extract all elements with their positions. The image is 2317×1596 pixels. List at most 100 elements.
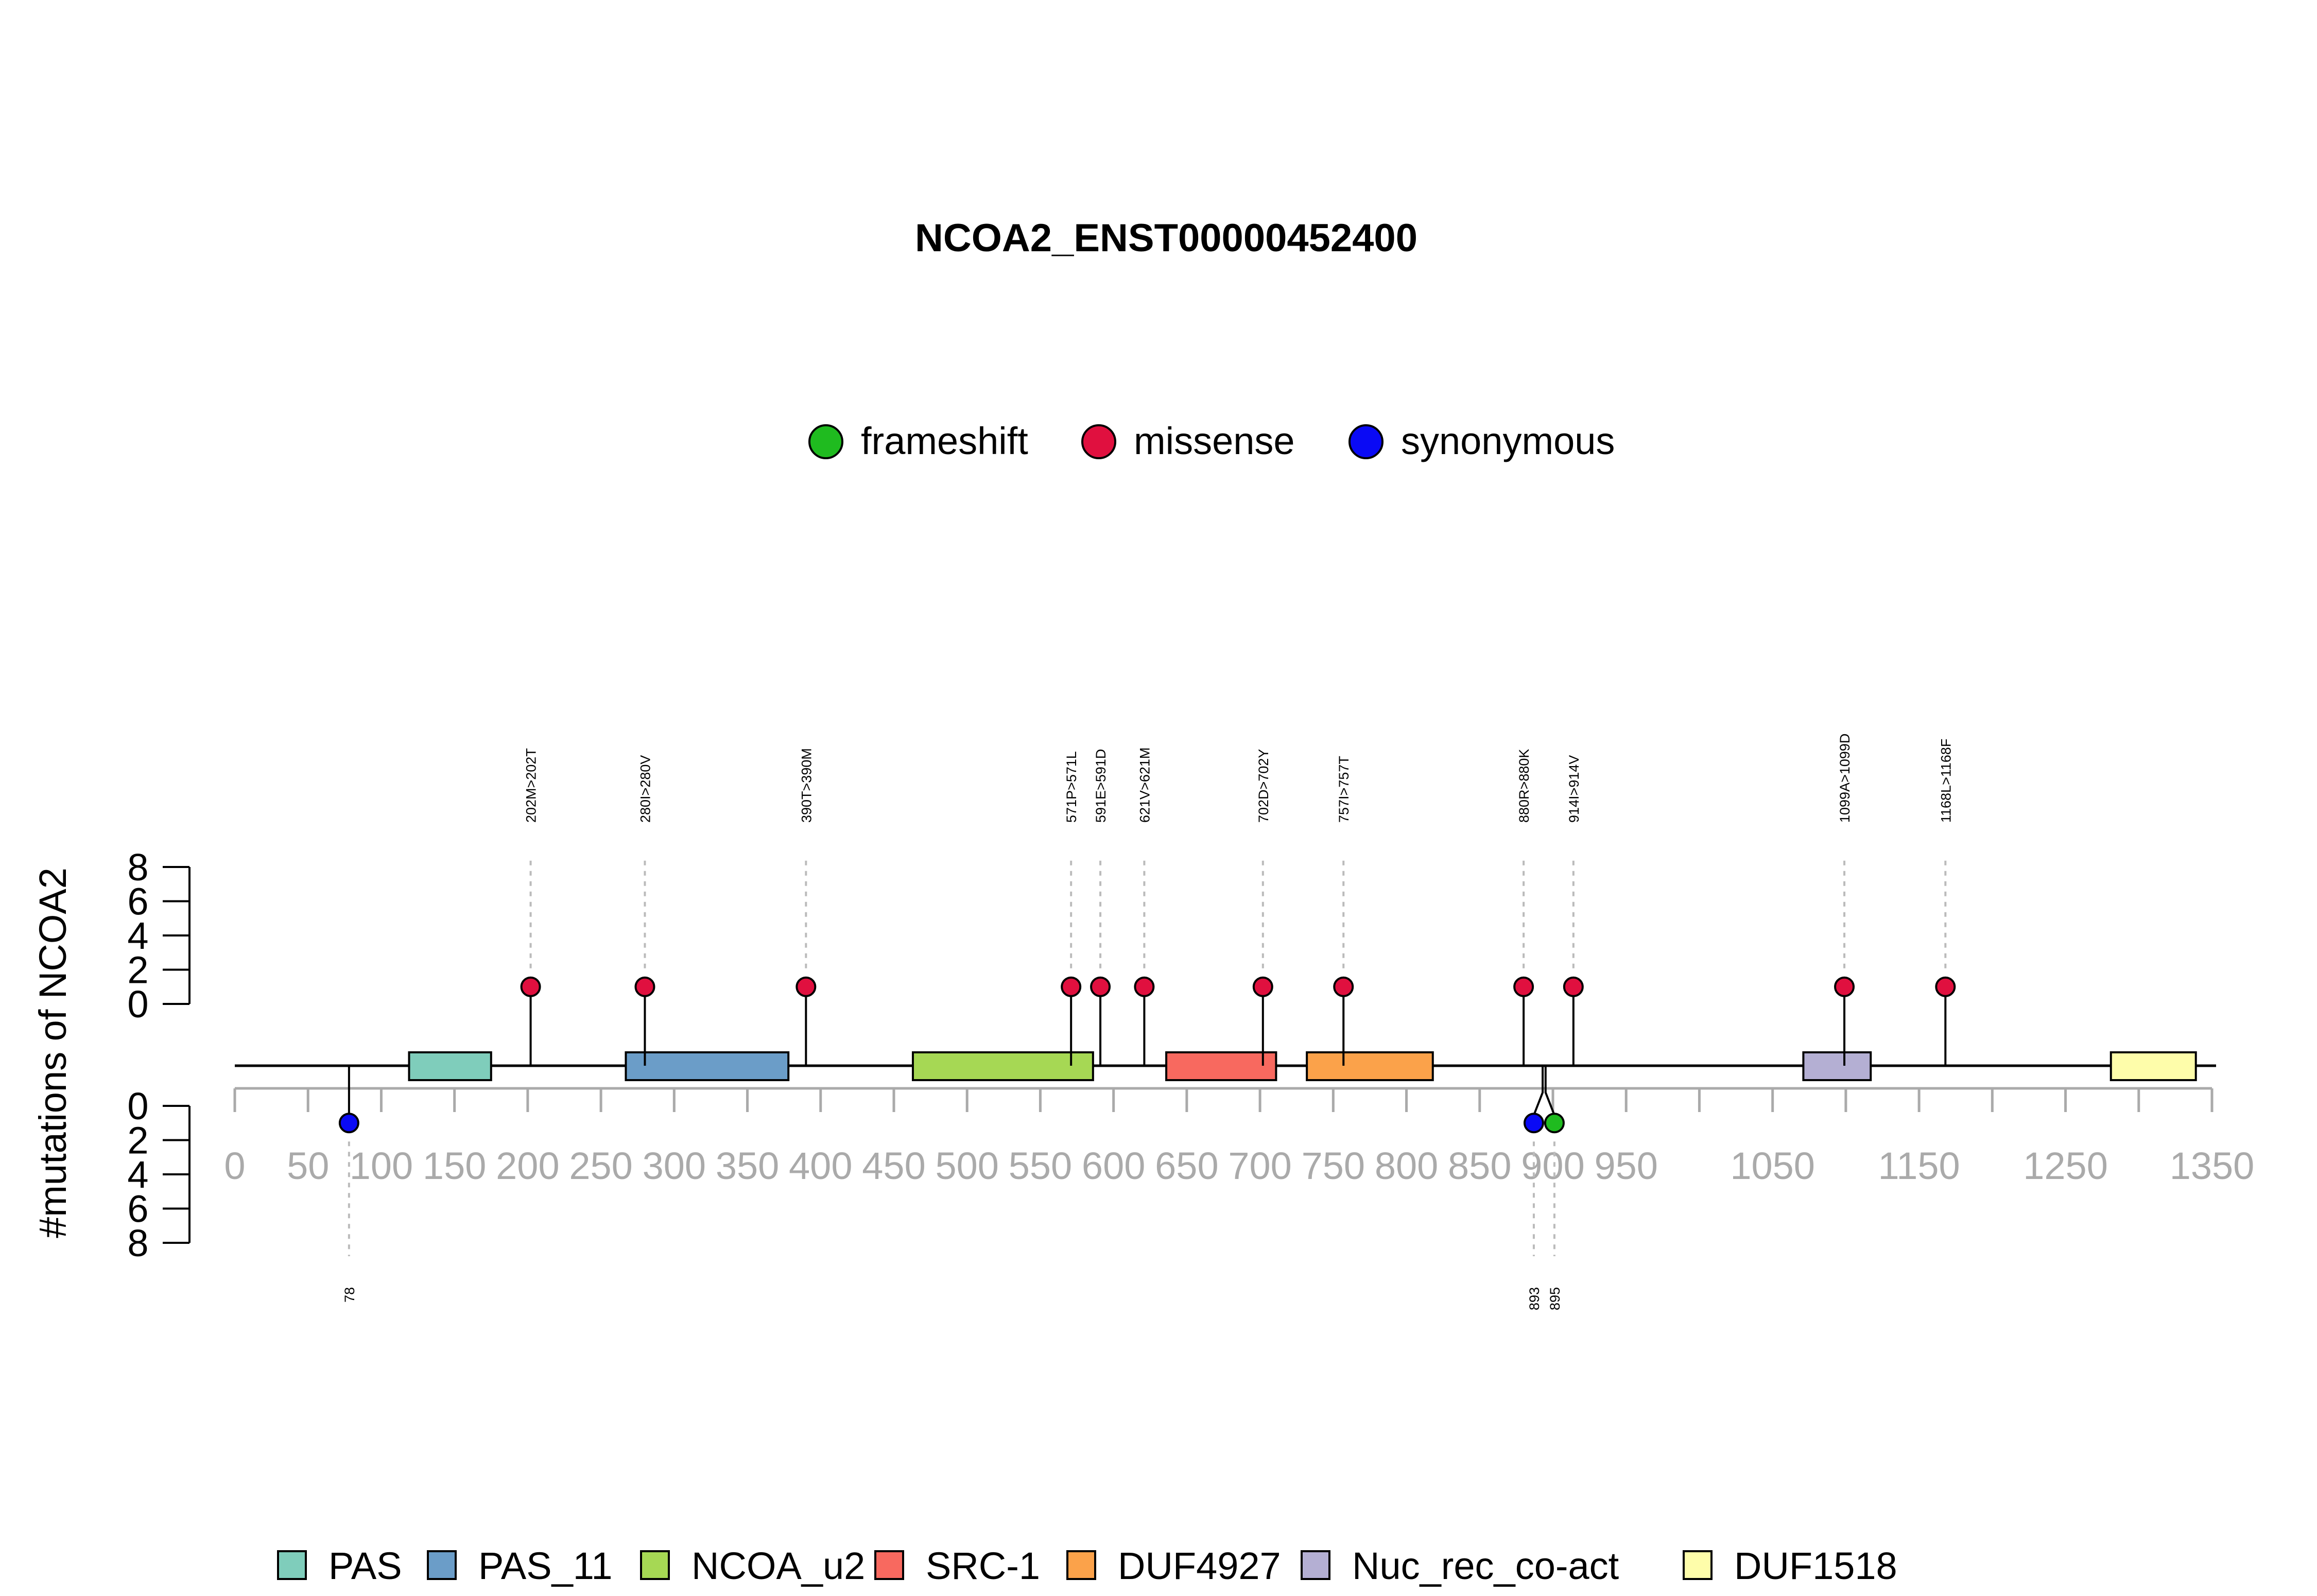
above-heads: 202M>202T 280I>280V 390T>390M 571P>571L 591E… <box>520 734 1956 997</box>
x-axis-tick-label: 1150 <box>1878 1144 1960 1187</box>
mutation-point <box>1090 976 1111 997</box>
x-axis-tick-label: 300 <box>643 1144 706 1187</box>
domain-legend-label: DUF4927 <box>1118 1545 1281 1587</box>
x-axis-tick-label: 450 <box>862 1144 925 1187</box>
x-axis-tick-label: 350 <box>716 1144 779 1187</box>
mutation-label: 571P>571L <box>1064 751 1079 823</box>
domain-pas <box>408 1051 492 1081</box>
mutation-point <box>634 976 655 997</box>
domain-legend-item: PAS_11 <box>427 1545 613 1587</box>
domain-legend-label: DUF1518 <box>1734 1545 1897 1587</box>
legend-marker-frameshift <box>808 424 843 459</box>
y-top-axis-tick-label: 0 <box>127 983 148 1026</box>
mutation-label: 880R>880K <box>1516 749 1532 823</box>
domain-pas-11 <box>625 1051 790 1081</box>
x-axis-tick-label: 200 <box>496 1144 559 1187</box>
mutation-label: 757I>757T <box>1336 756 1352 823</box>
x-axis-tick-label: 1050 <box>1730 1144 1815 1187</box>
domain-ncoa-u2 <box>911 1051 1094 1081</box>
domain-legend-swatch <box>1066 1550 1096 1580</box>
legend-item-synonymous: synonymous <box>1348 420 1615 462</box>
domain-legend-label: Nuc_rec_co-act <box>1352 1545 1619 1587</box>
mutation-point <box>796 976 817 997</box>
domain-legend-label: NCOA_u2 <box>691 1545 865 1587</box>
mutation-point <box>1061 976 1082 997</box>
domain-legend-item: Nuc_rec_co-act <box>1301 1545 1619 1587</box>
domain-legend-swatch <box>1683 1550 1713 1580</box>
mutation-point <box>1134 976 1155 997</box>
chart-title: NCOA2_ENST00000452400 <box>915 216 1417 260</box>
mutation-label: 390T>390M <box>799 748 814 823</box>
domain-legend-item: DUF1518 <box>1683 1545 1897 1587</box>
mutation-label: 1099A>1099D <box>1837 734 1853 823</box>
mutations-above: 202M>202T 280I>280V 390T>390M 571P>571L 591E… <box>520 734 1956 1066</box>
mutation-point <box>1513 976 1534 997</box>
mutation-point <box>1563 976 1584 997</box>
domain-legend-label: SRC-1 <box>926 1545 1040 1587</box>
domain-legend: PAS PAS_11 NCOA_u2 SRC-1 DUF4927 Nuc_rec_co-a… <box>277 1545 1897 1587</box>
x-axis-tick-label: 0 <box>224 1144 245 1187</box>
mutation-label: 702D>702Y <box>1256 749 1271 823</box>
mutation-label: 78 <box>342 1287 357 1303</box>
mutation-point <box>1544 1113 1565 1134</box>
legend-label-frameshift: frameshift <box>861 420 1028 462</box>
x-axis-tick-label: 50 <box>287 1144 329 1187</box>
x-axis-tick-label: 250 <box>569 1144 632 1187</box>
mutation-label: 1168L>1168F <box>1938 739 1953 823</box>
mutation-label: 280I>280V <box>637 755 653 823</box>
domain-src-1 <box>1165 1051 1277 1081</box>
x-axis-tick-label: 550 <box>1009 1144 1072 1187</box>
legend-marker-synonymous <box>1348 424 1384 459</box>
legend-label-missense: missense <box>1134 420 1295 462</box>
mutation-label: 914I>914V <box>1566 755 1582 823</box>
y-bottom-axis-tick-label: 2 <box>127 1119 148 1162</box>
mutation-label: 202M>202T <box>524 748 539 823</box>
y-axis-label: #mutations of NCOA2 <box>31 868 74 1238</box>
domain-legend-item: DUF4927 <box>1066 1545 1281 1587</box>
mutation-label: 895 <box>1547 1287 1563 1310</box>
domain-legend-item: SRC-1 <box>874 1545 1040 1587</box>
y-top-axis-tick-label: 8 <box>127 846 148 889</box>
domain-legend-swatch <box>640 1550 670 1580</box>
mutations-below: 78 893 895 <box>338 1066 1565 1310</box>
y-top-axis-tick-label: 2 <box>127 949 148 992</box>
x-axis: 0 50 100 150 200 250 300 350 400 450 500 550 600 650 7… <box>224 1087 2255 1187</box>
domain-legend-swatch <box>874 1550 904 1580</box>
mutation-point <box>338 1113 359 1134</box>
x-axis-tick-label: 100 <box>350 1144 413 1187</box>
domain-duf4927 <box>1306 1051 1434 1081</box>
legend-marker-missense <box>1081 424 1116 459</box>
x-axis-tick-label: 400 <box>789 1144 852 1187</box>
x-axis-tick-label: 950 <box>1594 1144 1657 1187</box>
domain-legend-swatch <box>427 1550 457 1580</box>
mutation-point <box>1252 976 1273 997</box>
domain-legend-item: NCOA_u2 <box>640 1545 865 1587</box>
x-axis-tick-label: 900 <box>1521 1144 1584 1187</box>
mutation-point <box>1333 976 1354 997</box>
mutation-label: 591E>591D <box>1093 749 1109 823</box>
domain-nuc-rec-co-act <box>1802 1051 1872 1081</box>
x-axis-tick-label: 600 <box>1082 1144 1145 1187</box>
mutation-point <box>1523 1113 1544 1134</box>
x-axis-tick-label: 500 <box>935 1144 998 1187</box>
domain-legend-label: PAS_11 <box>478 1545 613 1587</box>
legend-item-frameshift: frameshift <box>808 420 1028 462</box>
legend-label-synonymous: synonymous <box>1401 420 1615 462</box>
y-bottom-axis-tick-label: 0 <box>127 1085 148 1127</box>
domain-legend-label: PAS <box>328 1545 402 1587</box>
above-stems <box>529 859 1947 1066</box>
legend-item-missense: missense <box>1081 420 1295 462</box>
domain-duf1518 <box>2109 1051 2197 1081</box>
mutation-label: 621V>621M <box>1137 748 1152 823</box>
y-bottom-axis-tick-label: 6 <box>127 1188 148 1230</box>
mutation-label: 893 <box>1527 1287 1542 1310</box>
y-bottom-axis-tick-label: 8 <box>127 1222 148 1264</box>
y-top-axis-tick-label: 4 <box>127 914 148 957</box>
mutation-point <box>1935 976 1956 997</box>
x-axis-tick-label: 1350 <box>2170 1144 2255 1187</box>
x-axis-tick-label: 750 <box>1302 1144 1365 1187</box>
x-axis-tick-label: 700 <box>1228 1144 1291 1187</box>
